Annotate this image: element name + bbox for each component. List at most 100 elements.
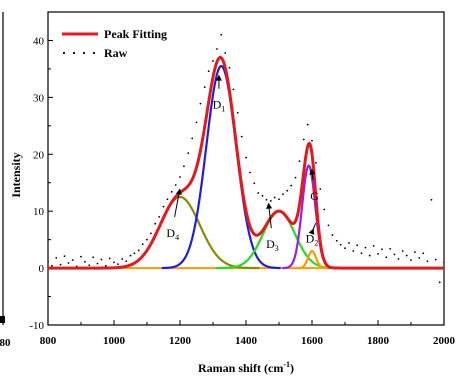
raw-point-74 bbox=[352, 250, 355, 252]
raw-point-8 bbox=[80, 255, 82, 258]
y-tick-label-30: 30 bbox=[33, 92, 45, 104]
raw-point-71 bbox=[339, 243, 342, 246]
raw-point-51 bbox=[257, 192, 260, 194]
raw-point-34 bbox=[187, 152, 190, 155]
raw-point-46 bbox=[236, 111, 239, 114]
peak-curve-d2 bbox=[296, 249, 328, 270]
raw-point-47 bbox=[240, 135, 243, 138]
legend-label-1: Raw bbox=[104, 46, 128, 60]
left-panel-edge bbox=[0, 12, 5, 325]
raw-point-17 bbox=[117, 263, 119, 266]
raw-point-12 bbox=[96, 262, 99, 265]
raw-point-41 bbox=[216, 48, 218, 50]
raw-point-6 bbox=[71, 259, 74, 262]
raw-point-94 bbox=[434, 258, 437, 261]
peak-label-g: G bbox=[310, 189, 319, 203]
y-tick-label-40: 40 bbox=[33, 35, 45, 47]
y-tick-label--10: -10 bbox=[29, 320, 44, 332]
raw-point-87 bbox=[405, 254, 408, 257]
raw-point-40 bbox=[212, 60, 214, 62]
raw-point-43 bbox=[224, 52, 227, 54]
x-tick-label-1600: 1600 bbox=[301, 335, 324, 347]
raw-point-21 bbox=[133, 252, 136, 255]
raw-point-63 bbox=[306, 123, 309, 126]
x-tick-label-1200: 1200 bbox=[169, 335, 192, 347]
raw-point-58 bbox=[286, 189, 289, 192]
raw-point-29 bbox=[166, 198, 169, 201]
raw-point-35 bbox=[191, 137, 194, 140]
annotation-arrow-d4 bbox=[174, 190, 181, 218]
raw-point-91 bbox=[422, 252, 425, 255]
y-tick-label-10: 10 bbox=[33, 206, 45, 218]
raw-point-92 bbox=[426, 260, 429, 263]
raw-point-23 bbox=[141, 243, 144, 246]
raw-point-90 bbox=[418, 256, 421, 259]
raw-point-0 bbox=[48, 260, 49, 263]
raw-point-1 bbox=[51, 264, 53, 267]
y-tick-label-0: 0 bbox=[39, 263, 45, 275]
raw-point-24 bbox=[146, 238, 148, 241]
raw-point-26 bbox=[154, 222, 157, 225]
raw-point-19 bbox=[125, 260, 128, 263]
raw-point-52 bbox=[261, 194, 264, 197]
legend-swatch-raw-dot-2 bbox=[82, 51, 86, 55]
raw-point-70 bbox=[335, 239, 338, 242]
raw-point-68 bbox=[327, 224, 330, 227]
raw-point-85 bbox=[397, 258, 400, 260]
annotation-arrowhead-d3 bbox=[266, 202, 273, 209]
raw-point-11 bbox=[92, 256, 95, 259]
raw-point-13 bbox=[100, 258, 103, 261]
raw-point-93 bbox=[430, 198, 433, 201]
legend-label-0: Peak Fitting bbox=[104, 27, 167, 41]
y-axis-label: Intensity bbox=[9, 152, 23, 197]
raw-point-28 bbox=[162, 205, 165, 208]
x-tick-label-1400: 1400 bbox=[235, 335, 258, 347]
raw-point-15 bbox=[108, 257, 111, 260]
raw-point-9 bbox=[84, 260, 86, 263]
peak-label-d2: D2 bbox=[306, 231, 319, 247]
raw-point-32 bbox=[179, 176, 181, 178]
raw-point-48 bbox=[245, 156, 247, 159]
raw-point-64 bbox=[311, 139, 313, 142]
raw-point-84 bbox=[393, 253, 396, 256]
annotation-arrowhead-d1 bbox=[215, 74, 222, 81]
raw-point-69 bbox=[331, 234, 334, 236]
raw-point-54 bbox=[269, 200, 272, 202]
peak-label-d4: D4 bbox=[166, 226, 179, 242]
raw-point-38 bbox=[203, 86, 206, 89]
raw-point-3 bbox=[59, 263, 62, 266]
raw-point-88 bbox=[410, 259, 412, 262]
raw-point-33 bbox=[183, 165, 185, 168]
cut-left-tick-label: 80 bbox=[0, 337, 11, 349]
raw-point-72 bbox=[344, 247, 346, 250]
x-tick-label-800: 800 bbox=[40, 335, 57, 347]
annotation-arrowhead-d4 bbox=[175, 188, 182, 195]
raw-point-27 bbox=[158, 215, 161, 218]
raw-point-50 bbox=[253, 182, 256, 185]
raw-point-77 bbox=[364, 246, 367, 249]
legend-swatch-raw-dot-3 bbox=[92, 51, 96, 55]
x-tick-label-1800: 1800 bbox=[367, 335, 390, 347]
raw-point-49 bbox=[249, 171, 251, 174]
raw-point-89 bbox=[414, 251, 416, 254]
peak-label-d1: D1 bbox=[213, 98, 226, 114]
legend-swatch-raw-dot-1 bbox=[72, 51, 76, 55]
peak-fitting-curve bbox=[48, 55, 444, 270]
raw-point-25 bbox=[150, 232, 152, 235]
raw-point-79 bbox=[372, 244, 375, 247]
x-tick-label-2000: 2000 bbox=[433, 335, 456, 347]
raw-point-67 bbox=[323, 208, 326, 211]
annotation-arrowhead-g bbox=[309, 168, 316, 175]
raw-point-65 bbox=[315, 161, 317, 164]
peak-curve-g bbox=[282, 164, 336, 270]
raw-point-83 bbox=[389, 247, 392, 250]
raw-point-4 bbox=[63, 255, 66, 258]
raw-point-5 bbox=[67, 262, 70, 264]
legend-swatch-raw-dot-0 bbox=[62, 51, 66, 55]
annotation-arrowhead-d2 bbox=[308, 228, 315, 235]
raw-point-18 bbox=[121, 258, 124, 260]
raw-point-37 bbox=[199, 102, 202, 105]
raw-point-14 bbox=[104, 264, 107, 267]
x-axis-label: Raman shift (cm-1) bbox=[198, 360, 294, 375]
raw-point-78 bbox=[368, 254, 371, 257]
